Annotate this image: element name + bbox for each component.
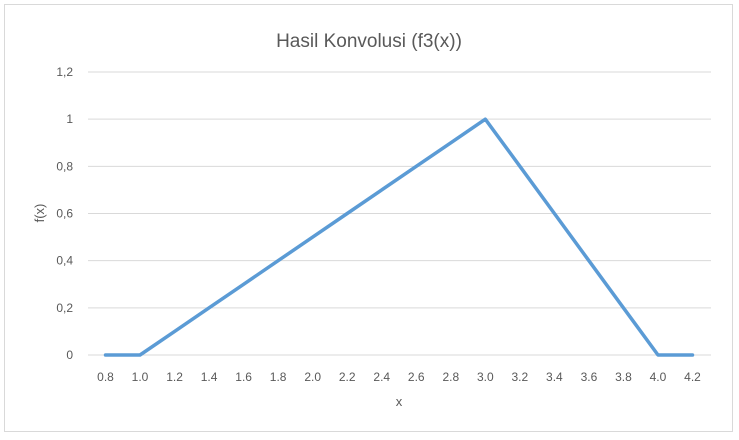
y-tick-label: 0,4 [56,254,73,268]
x-tick-label: 1.8 [270,370,287,384]
y-axis-ticks: 0 0,2 0,4 0,6 0,8 1 1,2 [56,65,73,362]
x-tick-label: 0.8 [97,370,114,384]
y-tick-label: 0,6 [56,207,73,221]
x-tick-label: 2.0 [304,370,321,384]
y-axis-label: f(x) [32,204,47,223]
series-group [103,117,695,357]
y-tick-label: 0,8 [56,159,73,173]
x-tick-label: 1.4 [201,370,218,384]
series-line-0 [103,117,695,357]
x-tick-label: 3.4 [546,370,563,384]
chart-area [4,4,733,432]
x-tick-label: 2.4 [373,370,390,384]
gridlines [88,71,711,356]
x-axis-label: x [396,394,403,409]
y-tick-label: 0 [66,348,73,362]
x-tick-label: 1.6 [235,370,252,384]
chart-title: Hasil Konvolusi (f3(x)) [276,31,462,52]
x-tick-label: 2.6 [408,370,425,384]
y-tick-label: 0,2 [56,301,73,315]
x-tick-label: 1.0 [132,370,149,384]
x-tick-label: 4.2 [684,370,701,384]
x-tick-label: 4.0 [650,370,667,384]
x-tick-label: 3.2 [512,370,529,384]
x-axis-ticks: 0.8 1.0 1.2 1.4 1.6 1.8 2.0 2.2 2.4 2.6 2.8 3.0 3.2 3… [97,370,701,384]
x-tick-label: 2.2 [339,370,356,384]
x-tick-label: 3.0 [477,370,494,384]
x-tick-label: 2.8 [442,370,459,384]
x-tick-label: 3.6 [581,370,598,384]
x-tick-label: 1.2 [166,370,183,384]
x-tick-label: 3.8 [615,370,632,384]
y-tick-label: 1 [66,112,73,126]
y-tick-label: 1,2 [56,65,73,79]
